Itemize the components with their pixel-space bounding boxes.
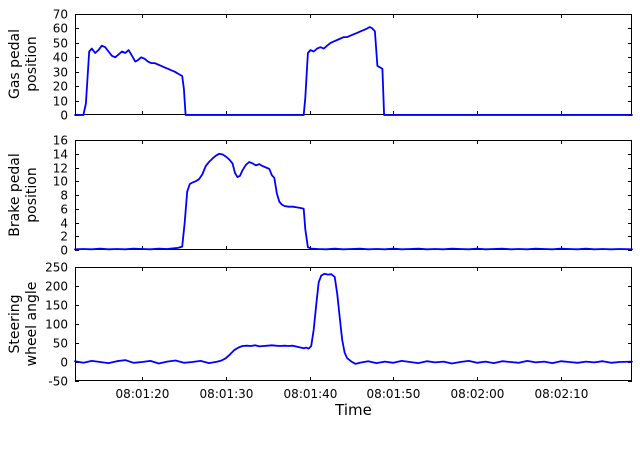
y-tick-label: 2 [60,230,68,244]
y-tick-label: 30 [53,66,68,80]
gas-pedal-ylabel-line1: Gas pedal [7,28,23,100]
steering-line [74,272,633,365]
y-tick-label: 70 [53,8,68,22]
steering-ylabel-line1: Steering [7,294,23,354]
y-tick-label: 14 [53,148,68,162]
x-tick-label: 08:01:30 [200,387,254,401]
y-tick-label: 8 [60,189,68,203]
y-tick-label: 40 [53,51,68,65]
x-tick-label: 08:01:50 [367,387,421,401]
x-tick-label: 08:02:00 [451,387,505,401]
y-tick-label: 200 [45,280,68,294]
brake-pedal-line [74,152,633,251]
brake-pedal-ylabel-line1: Brake pedal [7,153,23,237]
x-tick-label: 08:02:10 [535,387,589,401]
y-tick-label: 150 [45,299,68,313]
gas-pedal-plot-border [75,14,632,115]
y-tick-label: 50 [53,337,68,351]
y-tick-label: 60 [53,22,68,36]
brake-pedal-ylabel: Brake pedal position [7,125,41,265]
x-tick-label: 08:01:40 [284,387,338,401]
y-tick-label: 10 [53,175,68,189]
x-axis-label: Time [335,401,372,419]
y-tick-label: 20 [53,80,68,94]
brake-pedal-ylabel-line2: position [24,167,40,223]
gas-pedal-ylabel-line2: position [24,36,40,92]
x-tick-label: 08:01:20 [116,387,170,401]
gas-pedal-line [74,26,633,116]
y-tick-label: 250 [45,261,68,275]
y-tick-label: 12 [53,162,68,176]
y-tick-label: 50 [53,37,68,51]
y-tick-label: 0 [60,356,68,370]
steering-ylabel: Steering wheel angle [7,254,41,394]
y-tick-label: 0 [60,109,68,123]
steering-ylabel-line2: wheel angle [24,281,40,367]
y-tick-label: -50 [48,375,68,389]
brake-pedal-plot-border [75,140,632,250]
y-tick-label: 16 [53,134,68,148]
y-tick-label: 6 [60,203,68,217]
y-tick-label: 4 [60,217,68,231]
y-tick-label: 0 [60,244,68,258]
y-tick-label: 10 [53,95,68,109]
gas-pedal-ylabel: Gas pedal position [7,0,41,134]
y-tick-label: 100 [45,318,68,332]
